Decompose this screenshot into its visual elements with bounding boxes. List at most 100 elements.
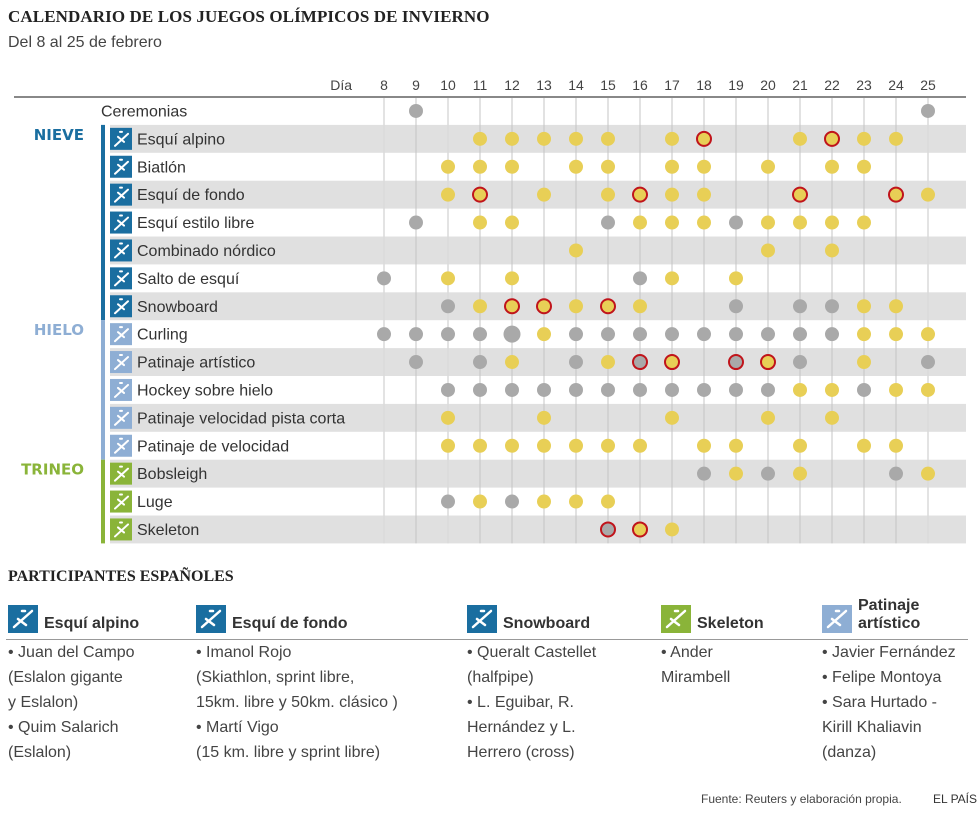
participant-sport-label: Esquí alpino	[44, 615, 140, 632]
sport-label: Patinaje artístico	[137, 355, 255, 372]
short-track-icon-glyph	[114, 409, 129, 426]
event-dot-competition	[825, 382, 839, 397]
day-tick-label: 8	[380, 77, 388, 93]
event-dot-other	[441, 382, 455, 397]
event-dot-other	[409, 103, 423, 118]
event-dot-other	[569, 327, 583, 342]
freestyle-icon-glyph	[114, 214, 129, 231]
sport-label: Curling	[137, 327, 188, 344]
day-tick-label: 25	[920, 77, 936, 93]
event-dot-competition	[505, 271, 519, 286]
event-dot-competition	[601, 438, 615, 453]
figure-skating-icon-glyph	[114, 354, 129, 371]
ski-jumping-icon-glyph	[114, 270, 129, 287]
sport-label: Hockey sobre hielo	[137, 382, 273, 399]
event-dot-spanish	[504, 298, 520, 315]
sport-label: Luge	[137, 494, 173, 511]
event-dot-competition	[761, 215, 775, 230]
event-dot-competition	[569, 494, 583, 509]
chart-title: CALENDARIO DE LOS JUEGOS OLÍMPICOS DE IN…	[8, 7, 490, 26]
event-dot-competition	[537, 494, 551, 509]
event-dot-competition	[825, 159, 839, 174]
event-dot-other	[921, 355, 935, 370]
row-band	[110, 348, 966, 376]
event-dot-other	[409, 327, 423, 342]
event-dot-spanish	[664, 354, 680, 371]
speed-skating-icon-glyph	[114, 437, 129, 454]
event-dot-other	[473, 355, 487, 370]
sport-label: Esquí alpino	[137, 131, 225, 148]
event-dot-other	[665, 382, 679, 397]
event-dot-other	[505, 494, 519, 509]
group-bar-hielo	[101, 320, 105, 460]
event-dot-competition	[697, 438, 711, 453]
event-dot-other	[697, 466, 711, 481]
event-dot-other	[601, 382, 615, 397]
participant-names: • Imanol Rojo (Skiathlon, sprint libre, …	[196, 644, 398, 761]
event-dot-competition	[761, 243, 775, 258]
event-dot-other	[857, 382, 871, 397]
event-dot-competition	[697, 215, 711, 230]
day-tick-label: 13	[536, 77, 552, 93]
sport-label: Snowboard	[137, 299, 218, 316]
event-dot-other	[825, 299, 839, 314]
event-dot-other	[505, 382, 519, 397]
event-dot-competition	[857, 159, 871, 174]
event-dot-other	[729, 327, 743, 342]
event-dot-competition	[857, 438, 871, 453]
event-dot-competition	[921, 327, 935, 342]
brand-logo: EL PAÍS	[933, 792, 978, 806]
event-dot-competition	[729, 438, 743, 453]
luge-icon-glyph	[114, 493, 129, 510]
event-dot-competition	[889, 382, 903, 397]
event-dot-competition	[569, 299, 583, 314]
event-dot-other	[377, 327, 391, 342]
event-dot-competition	[537, 410, 551, 425]
event-dot-other	[473, 327, 487, 342]
event-dot-other	[633, 271, 647, 286]
event-dot-competition	[441, 410, 455, 425]
day-tick-label: 19	[728, 77, 744, 93]
event-dot-competition	[889, 327, 903, 342]
event-dot-other	[761, 382, 775, 397]
event-dot-competition	[441, 187, 455, 202]
event-dot-competition	[857, 355, 871, 370]
event-dot-competition	[441, 438, 455, 453]
event-dot-spanish	[792, 186, 808, 203]
alpine-skiing-icon	[8, 605, 38, 633]
bobsleigh-icon-glyph	[114, 465, 129, 482]
sport-label: Esquí de fondo	[137, 187, 245, 204]
event-dot-competition	[921, 382, 935, 397]
event-dot-other	[601, 215, 615, 230]
event-dot-competition	[633, 299, 647, 314]
event-dot-competition	[505, 355, 519, 370]
event-dot-competition	[569, 438, 583, 453]
day-tick-label: 18	[696, 77, 712, 93]
event-dot-competition	[857, 131, 871, 146]
group-bar-trineo	[101, 459, 105, 544]
event-dot-competition	[665, 271, 679, 286]
participant-sport-label: Snowboard	[503, 615, 591, 632]
event-dot-competition	[473, 131, 487, 146]
event-dot-competition	[665, 159, 679, 174]
event-dot-other	[697, 327, 711, 342]
day-tick-label: 11	[473, 77, 488, 93]
row-band	[110, 515, 966, 544]
event-dot-competition	[537, 327, 551, 342]
event-dot-other	[569, 382, 583, 397]
event-dot-competition	[889, 131, 903, 146]
day-tick-label: 24	[888, 77, 904, 93]
event-dot-other	[921, 103, 935, 118]
sport-label: Bobsleigh	[137, 466, 207, 483]
event-dot-other	[633, 382, 647, 397]
event-dot-competition	[665, 131, 679, 146]
event-dot-competition	[601, 131, 615, 146]
event-dot-competition	[505, 215, 519, 230]
ice-hockey-icon-glyph	[114, 381, 129, 398]
day-tick-label: 9	[412, 77, 420, 93]
row-band	[110, 459, 966, 488]
event-dot-competition	[601, 355, 615, 370]
event-dot-competition	[505, 438, 519, 453]
sport-label: Biatlón	[137, 159, 186, 176]
day-axis-label: Día	[330, 77, 352, 93]
